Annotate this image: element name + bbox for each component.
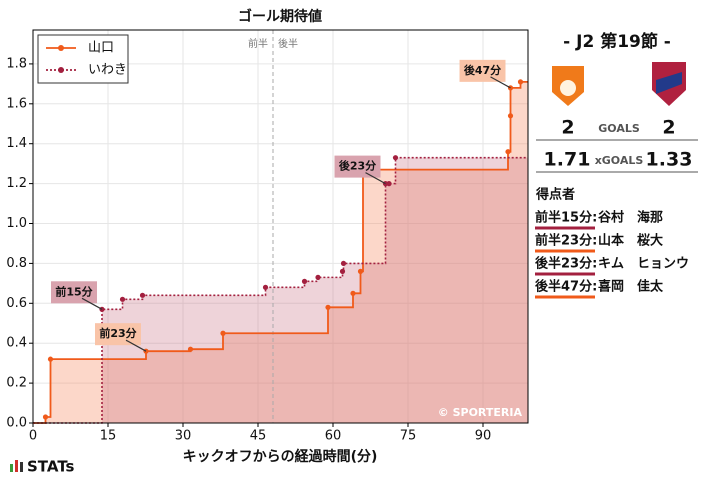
- halftime-label: 後半: [278, 37, 298, 50]
- point: [507, 113, 514, 119]
- brand: STATs: [27, 458, 75, 476]
- home-score: 2: [561, 117, 574, 139]
- plot-frame: [32, 29, 529, 424]
- y-tick-label: 1.8: [6, 56, 27, 71]
- x-axis-label: キックオフからの経過時間(分): [183, 448, 378, 465]
- point: [119, 296, 126, 302]
- y-tick-label: 0.2: [6, 376, 27, 391]
- x-tick-label: 60: [325, 429, 342, 444]
- annotation-box: [459, 59, 506, 82]
- home-xg: 1.71: [544, 149, 591, 171]
- point: [339, 268, 346, 274]
- point: [42, 414, 49, 420]
- point: [315, 274, 321, 280]
- point: [340, 260, 347, 267]
- point: [220, 330, 226, 336]
- halftime-label: 前半: [248, 37, 268, 50]
- x-tick-label: 75: [400, 429, 417, 444]
- point: [301, 278, 308, 284]
- y-tick-label: 1.6: [6, 96, 27, 111]
- legend-label: 山口: [88, 41, 114, 56]
- scorer-time: 前半23分:: [535, 233, 597, 249]
- x-tick-label: 90: [475, 429, 492, 444]
- away-score: 2: [662, 117, 675, 139]
- point: [187, 346, 194, 352]
- scorers-title: 得点者: [535, 187, 575, 203]
- step-line: [33, 80, 528, 424]
- annotation-text: 前15分: [55, 284, 92, 298]
- legend-marker: [58, 67, 64, 73]
- point: [517, 79, 524, 85]
- legend-box: [37, 34, 129, 84]
- legend-label: いわき: [88, 63, 127, 78]
- scorer-name: 喜岡 佳太: [598, 279, 664, 295]
- point: [505, 149, 511, 155]
- scorer-time: 後半47分:: [535, 279, 597, 295]
- annotation-text: 前23分: [99, 326, 136, 340]
- point: [325, 304, 331, 310]
- point: [350, 290, 356, 296]
- scorer-name: 谷村 海那: [598, 210, 663, 226]
- point: [386, 181, 392, 187]
- point: [392, 155, 399, 161]
- watermark: © SPORTERIA: [438, 406, 523, 419]
- y-tick-label: 1.0: [6, 216, 27, 231]
- point: [262, 284, 269, 290]
- y-tick-label: 0.0: [6, 416, 27, 431]
- round: - J2 第19節 -: [563, 31, 671, 52]
- series-area: [33, 81, 528, 424]
- annotation-arrow: [125, 339, 147, 352]
- brand-logo: STATs: [10, 458, 75, 476]
- point: [139, 292, 146, 298]
- annotation-text: 後23分: [339, 159, 376, 173]
- annotation-box: [334, 155, 381, 178]
- y-tick-label: 0.4: [6, 336, 27, 351]
- annotation-arrow: [81, 297, 103, 310]
- annotation-box: [51, 281, 97, 304]
- point: [357, 268, 364, 274]
- annotation-arrow: [365, 172, 386, 185]
- y-tick-label: 1.2: [6, 176, 27, 191]
- point: [47, 356, 54, 362]
- scorer-time: 後半23分:: [535, 256, 597, 272]
- y-tick-label: 0.8: [6, 256, 27, 271]
- away-xg: 1.33: [646, 149, 693, 171]
- series-area: [33, 157, 528, 424]
- scorer-name: 山本 桜大: [598, 233, 663, 249]
- annotation-text: 後47分: [464, 63, 501, 77]
- away-logo: [652, 62, 686, 106]
- goals-label: GOALS: [598, 122, 640, 135]
- legend-marker: [58, 45, 64, 51]
- scorer-time: 前半15分:: [535, 210, 597, 226]
- x-tick-label: 0: [29, 429, 37, 444]
- x-tick-label: 15: [100, 429, 117, 444]
- annotation-box: [95, 323, 141, 346]
- xg-label: xGOALS: [595, 154, 644, 167]
- y-tick-label: 1.4: [6, 136, 27, 151]
- plot: 0 15 30 45 60 75 90 0.0 0.2 0.4 0.6 0.8 1.0 1.2 1.4 1.6…: [6, 29, 529, 444]
- scorer-name: キム ヒョンウ: [598, 257, 689, 272]
- y-tick-label: 0.6: [6, 296, 27, 311]
- annotation-arrow: [490, 76, 511, 89]
- chart-title: ゴール期待値: [238, 8, 322, 25]
- x-tick-label: 30: [175, 429, 192, 444]
- x-tick-label: 45: [250, 429, 267, 444]
- home-logo: [552, 66, 584, 106]
